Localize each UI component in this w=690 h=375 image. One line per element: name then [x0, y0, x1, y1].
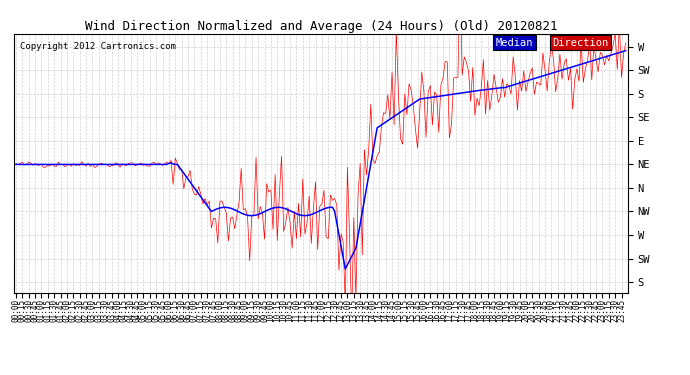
Title: Wind Direction Normalized and Average (24 Hours) (Old) 20120821: Wind Direction Normalized and Average (2… [85, 20, 557, 33]
Text: Median: Median [496, 38, 533, 48]
Text: Direction: Direction [553, 38, 609, 48]
Text: Copyright 2012 Cartronics.com: Copyright 2012 Cartronics.com [20, 42, 176, 51]
